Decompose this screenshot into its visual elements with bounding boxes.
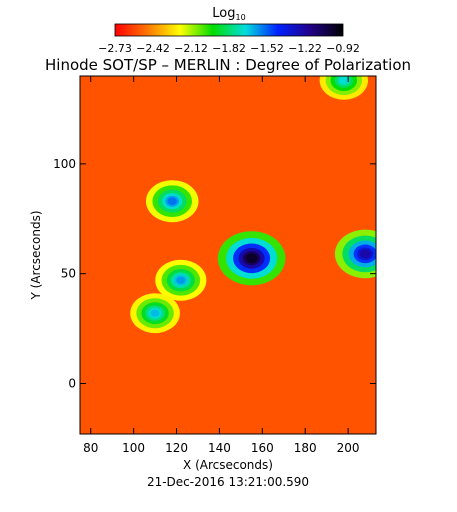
y-tick-label: 0 [68,376,76,390]
feature-ring [167,197,177,205]
colorbar: Log10 −2.73 −2.42 −2.12 −1.82 −1.52 −1.22 −0.9… [98,6,360,55]
x-tick-label: 80 [83,441,98,455]
chart-title: Hinode SOT/SP – MERLIN : Degree of Polar… [45,56,411,74]
colorbar-tick-label: −1.52 [250,42,284,55]
x-tick-label: 200 [337,441,360,455]
x-axis: 80 100 120 140 160 180 200 [83,76,360,455]
colorbar-tick-label: −1.82 [212,42,246,55]
polarization-feature-network-upper-left [145,180,199,223]
feature-ring [245,253,258,264]
x-tick-label: 140 [208,441,231,455]
x-axis-label: X (Arcseconds) [183,458,273,472]
colorbar-tick-label: −0.92 [326,42,360,55]
polarization-feature-network-lower-left [130,293,180,334]
colorbar-tick-label: −2.42 [136,42,170,55]
feature-ring [339,76,349,84]
heatmap-image [80,76,376,434]
timestamp: 21-Dec-2016 13:21:00.590 [147,475,309,489]
colorbar-label: Log10 [212,6,245,22]
plot-frame [79,75,377,435]
colorbar-tick-label: −2.73 [98,42,132,55]
y-tick-label: 100 [53,157,76,171]
y-tick-label: 50 [61,267,76,281]
x-tick-label: 180 [294,441,317,455]
polarization-feature-network-left [155,259,207,301]
x-tick-label: 100 [122,441,145,455]
colorbar-ticks: −2.73 −2.42 −2.12 −1.82 −1.52 −1.22 −0.92 [98,42,360,55]
feature-ring [150,309,160,317]
feature-ring [176,276,186,284]
colorbar-gradient [114,23,344,37]
polarization-features [130,76,376,334]
y-axis-label: Y (Arcseconds) [29,210,43,300]
polarization-feature-network-center [217,231,286,286]
polarization-feature-network-top-right [319,76,369,100]
x-tick-label: 160 [251,441,274,455]
polarization-feature-network-right [334,229,376,279]
x-tick-label: 120 [165,441,188,455]
y-axis: 0 50 100 [53,157,376,390]
feature-ring [359,249,371,259]
colorbar-tick-label: −1.22 [288,42,322,55]
colorbar-tick-label: −2.12 [174,42,208,55]
